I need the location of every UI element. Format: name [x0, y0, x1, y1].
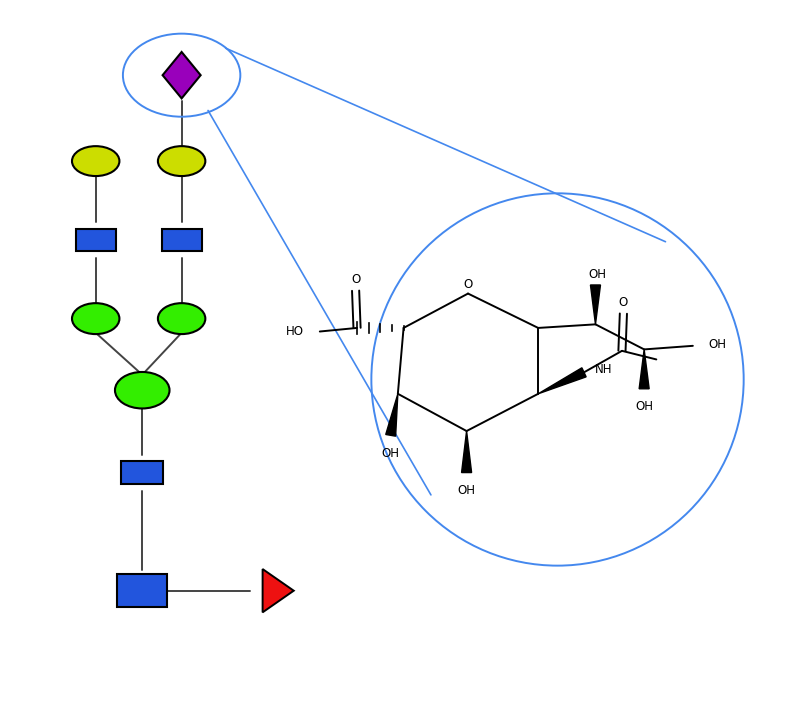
Text: OH: OH [709, 338, 726, 351]
Text: O: O [618, 296, 628, 309]
Polygon shape [162, 52, 201, 98]
Ellipse shape [158, 303, 206, 334]
Text: HO: HO [286, 325, 304, 338]
Text: OH: OH [588, 268, 606, 281]
Polygon shape [538, 368, 586, 394]
Polygon shape [462, 431, 472, 473]
Polygon shape [590, 285, 601, 324]
Bar [76, 228, 116, 251]
Text: NH: NH [594, 363, 612, 376]
Text: O: O [351, 274, 360, 286]
Ellipse shape [72, 303, 119, 334]
Ellipse shape [72, 146, 119, 176]
Bar [118, 574, 167, 607]
Bar [162, 228, 202, 251]
Text: OH: OH [635, 400, 653, 413]
Polygon shape [386, 394, 398, 436]
Bar [122, 460, 163, 485]
Text: OH: OH [382, 447, 400, 460]
Text: O: O [463, 278, 473, 291]
Polygon shape [262, 569, 294, 612]
Text: OH: OH [458, 484, 475, 497]
Polygon shape [639, 349, 649, 389]
Ellipse shape [158, 146, 206, 176]
Ellipse shape [115, 372, 170, 408]
